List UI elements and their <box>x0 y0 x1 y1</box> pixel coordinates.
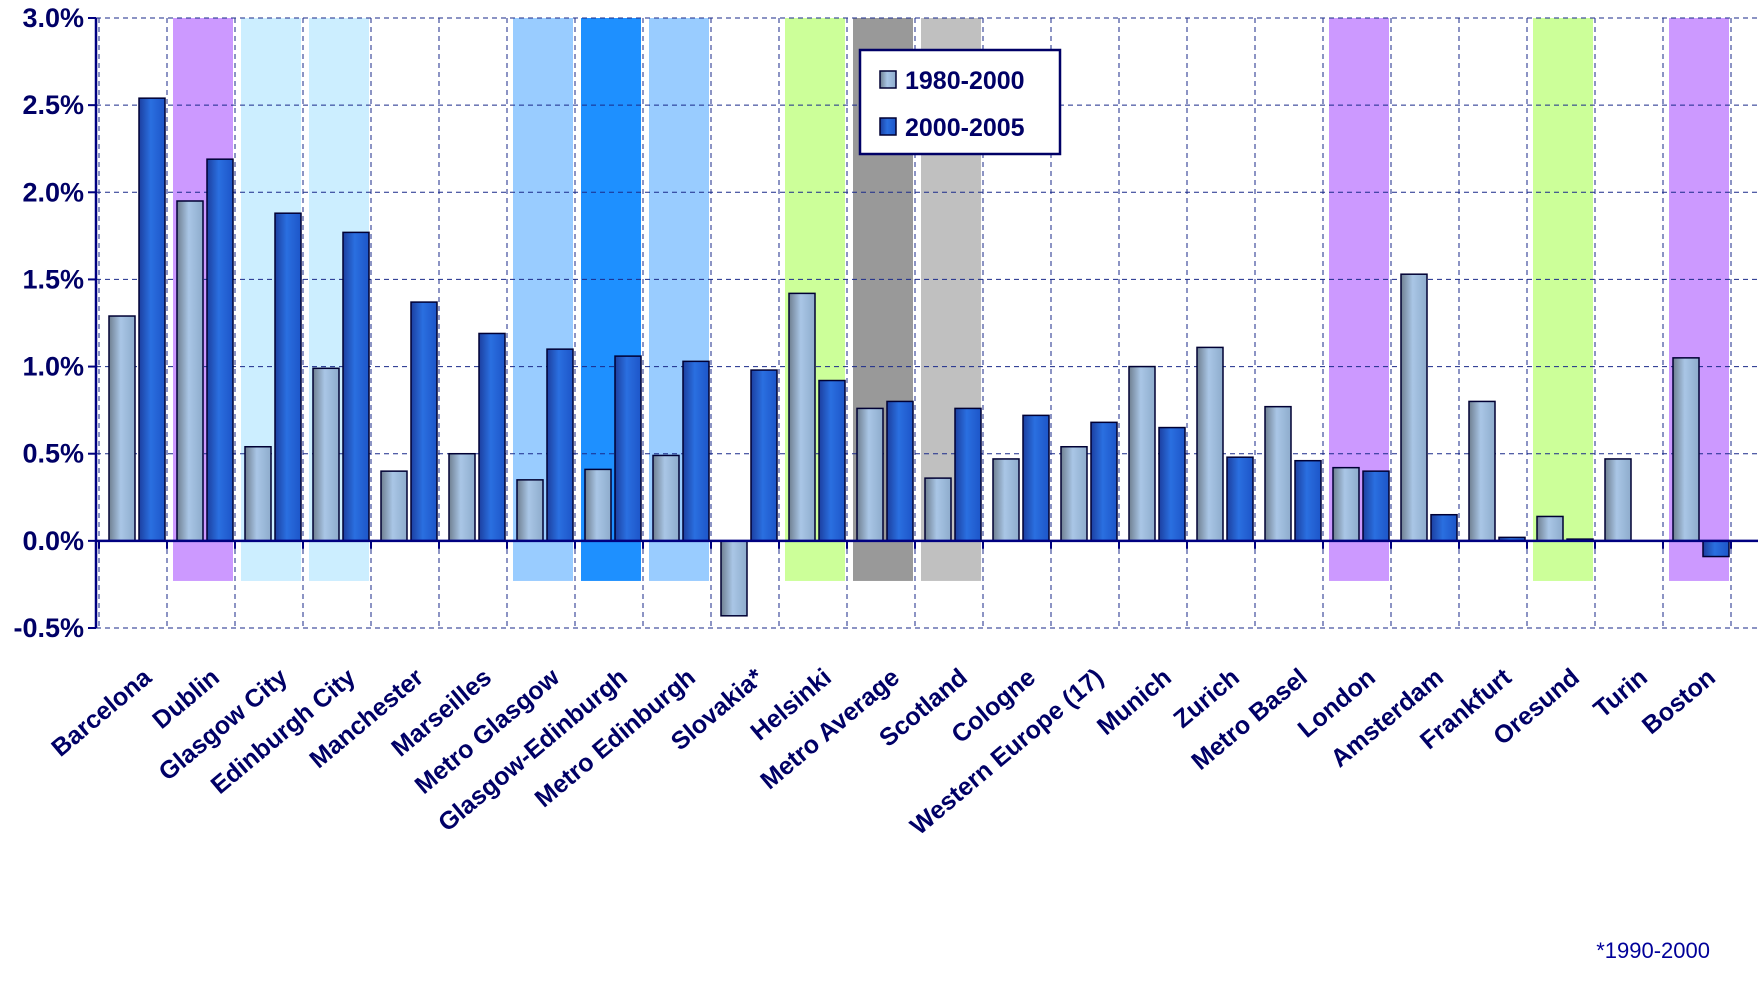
footnote: *1990-2000 <box>1596 938 1710 963</box>
y-tick-label: 0.0% <box>22 526 84 556</box>
bar-1980-2000 <box>448 452 476 542</box>
bar-1980-2000 <box>108 315 136 542</box>
bar-1980-2000 <box>380 470 408 542</box>
legend-box <box>858 48 1062 156</box>
bar-1980-2000 <box>1332 466 1360 542</box>
bar-1980-2000 <box>516 479 544 542</box>
bar-2000-2005 <box>206 158 234 542</box>
category-label: Boston <box>1637 663 1721 740</box>
bar-2000-2005 <box>1294 459 1322 542</box>
bar-2000-2005 <box>750 369 778 542</box>
bar-2000-2005 <box>614 355 642 542</box>
bar-1980-2000 <box>312 367 340 542</box>
bar-1980-2000 <box>924 477 952 542</box>
y-tick-labels: 3.0% 2.5% 2.0% 1.5% 1.0% 0.5% 0.0% -0.5% <box>13 3 84 643</box>
y-tick-label: 0.5% <box>22 439 84 469</box>
y-tick-label: -0.5% <box>13 613 84 643</box>
highlight-band <box>1533 18 1593 581</box>
bar-2000-2005 <box>886 400 914 542</box>
bar-1980-2000 <box>584 468 612 542</box>
bar-2000-2005 <box>1362 470 1390 542</box>
bar-2000-2005 <box>1158 426 1186 542</box>
bar-2000-2005 <box>1090 421 1118 542</box>
y-tick-label: 1.0% <box>22 352 84 382</box>
bar-2000-2005 <box>682 360 710 542</box>
bar-1980-2000 <box>244 445 272 542</box>
bar-1980-2000 <box>788 292 816 542</box>
bar-2000-2005 <box>818 379 846 542</box>
bars <box>108 97 1730 617</box>
bar-1980-2000 <box>992 458 1020 542</box>
y-tick-label: 3.0% <box>22 3 84 33</box>
bar-1980-2000 <box>1604 458 1632 542</box>
legend-swatch <box>879 117 897 136</box>
legend: 1980-2000 2000-2005 <box>858 48 1062 156</box>
bar-2000-2005 <box>478 332 506 542</box>
bar-1980-2000 <box>1672 357 1700 542</box>
bar-2000-2005 <box>274 212 302 542</box>
bar-1980-2000 <box>1264 405 1292 542</box>
category-label: Barcelona <box>46 662 157 762</box>
bar-2000-2005 <box>410 301 438 542</box>
bar-2000-2005 <box>546 348 574 542</box>
bar-1980-2000 <box>1536 515 1564 542</box>
bar-1980-2000 <box>176 200 204 542</box>
bar-1980-2000 <box>1060 445 1088 542</box>
bar-2000-2005 <box>954 407 982 542</box>
bar-1980-2000 <box>1128 365 1156 542</box>
bar-1980-2000 <box>856 407 884 542</box>
y-tick-label: 2.5% <box>22 90 84 120</box>
y-tick-label: 2.0% <box>22 177 84 207</box>
bar-1980-2000 <box>652 454 680 542</box>
bar-2000-2005 <box>1430 513 1458 542</box>
legend-label: 1980-2000 <box>905 67 1025 95</box>
y-tick-label: 1.5% <box>22 264 84 294</box>
axes <box>88 17 1758 629</box>
bar-1980-2000 <box>1196 346 1224 542</box>
bar-2000-2005 <box>342 231 370 542</box>
legend-label: 2000-2005 <box>905 114 1025 142</box>
bar-1980-2000 <box>720 540 748 617</box>
legend-swatch <box>879 70 897 89</box>
bar-2000-2005 <box>1022 414 1050 542</box>
bar-1980-2000 <box>1468 400 1496 542</box>
bar-2000-2005 <box>1226 456 1254 542</box>
bar-2000-2005 <box>138 97 166 542</box>
bar-1980-2000 <box>1400 273 1428 542</box>
bar-2000-2005 <box>1702 540 1730 558</box>
category-label: Munich <box>1092 663 1177 741</box>
